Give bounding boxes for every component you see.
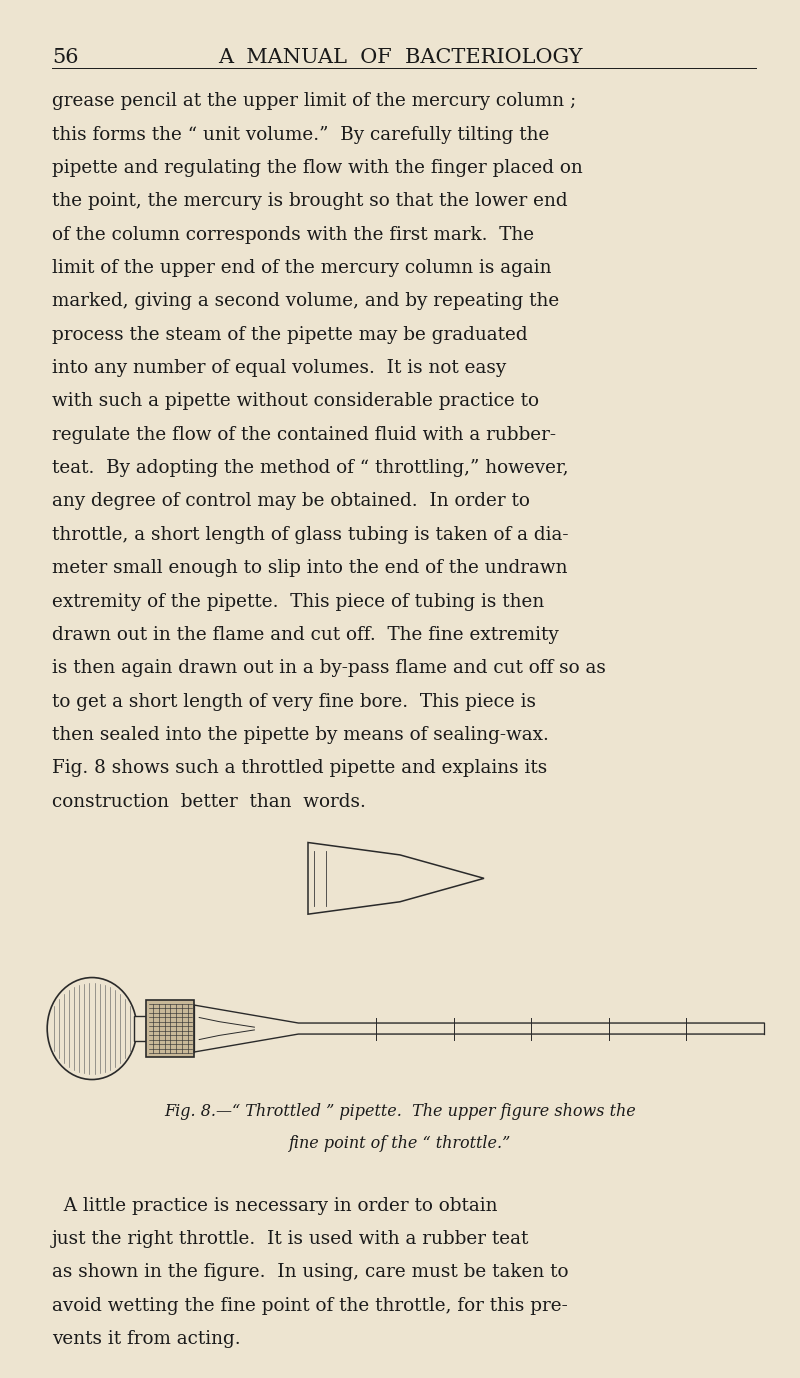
Text: into any number of equal volumes.  It is not easy: into any number of equal volumes. It is …: [52, 360, 506, 378]
Text: vents it from acting.: vents it from acting.: [52, 1330, 241, 1348]
Text: Fig. 8 shows such a throttled pipette and explains its: Fig. 8 shows such a throttled pipette an…: [52, 759, 547, 777]
Text: with such a pipette without considerable practice to: with such a pipette without considerable…: [52, 393, 539, 411]
Text: to get a short length of very fine bore.  This piece is: to get a short length of very fine bore.…: [52, 693, 536, 711]
Text: this forms the “ unit volume.”  By carefully tilting the: this forms the “ unit volume.” By carefu…: [52, 125, 550, 143]
Text: fine point of the “ throttle.”: fine point of the “ throttle.”: [289, 1134, 511, 1152]
Text: as shown in the figure.  In using, care must be taken to: as shown in the figure. In using, care m…: [52, 1264, 569, 1282]
Text: meter small enough to slip into the end of the undrawn: meter small enough to slip into the end …: [52, 559, 567, 577]
Text: 56: 56: [52, 48, 78, 68]
Text: pipette and regulating the flow with the finger placed on: pipette and regulating the flow with the…: [52, 158, 582, 176]
Text: marked, giving a second volume, and by repeating the: marked, giving a second volume, and by r…: [52, 292, 559, 310]
Text: regulate the flow of the contained fluid with a rubber-: regulate the flow of the contained fluid…: [52, 426, 556, 444]
Text: drawn out in the flame and cut off.  The fine extremity: drawn out in the flame and cut off. The …: [52, 626, 558, 644]
Text: throttle, a short length of glass tubing is taken of a dia-: throttle, a short length of glass tubing…: [52, 526, 569, 544]
Text: Fig. 8.—“ Throttled ” pipette.  The upper figure shows the: Fig. 8.—“ Throttled ” pipette. The upper…: [164, 1102, 636, 1120]
Text: grease pencil at the upper limit of the mercury column ;: grease pencil at the upper limit of the …: [52, 92, 576, 110]
Text: extremity of the pipette.  This piece of tubing is then: extremity of the pipette. This piece of …: [52, 593, 544, 610]
Text: limit of the upper end of the mercury column is again: limit of the upper end of the mercury co…: [52, 259, 551, 277]
Text: A little practice is necessary in order to obtain: A little practice is necessary in order …: [52, 1196, 498, 1214]
Text: construction  better  than  words.: construction better than words.: [52, 792, 366, 810]
Text: is then again drawn out in a by-pass flame and cut off so as: is then again drawn out in a by-pass fla…: [52, 659, 606, 677]
Text: teat.  By adopting the method of “ throttling,” however,: teat. By adopting the method of “ thrott…: [52, 459, 569, 477]
Bar: [146, 999, 194, 1057]
Text: any degree of control may be obtained.  In order to: any degree of control may be obtained. I…: [52, 492, 530, 510]
Text: of the column corresponds with the first mark.  The: of the column corresponds with the first…: [52, 226, 534, 244]
Text: the point, the mercury is brought so that the lower end: the point, the mercury is brought so tha…: [52, 193, 568, 211]
Bar: [134, 1016, 146, 1040]
Text: then sealed into the pipette by means of sealing-wax.: then sealed into the pipette by means of…: [52, 726, 549, 744]
Text: process the steam of the pipette may be graduated: process the steam of the pipette may be …: [52, 325, 528, 343]
Text: A  MANUAL  OF  BACTERIOLOGY: A MANUAL OF BACTERIOLOGY: [218, 48, 582, 68]
Text: avoid wetting the fine point of the throttle, for this pre-: avoid wetting the fine point of the thro…: [52, 1297, 568, 1315]
Text: just the right throttle.  It is used with a rubber teat: just the right throttle. It is used with…: [52, 1231, 530, 1248]
